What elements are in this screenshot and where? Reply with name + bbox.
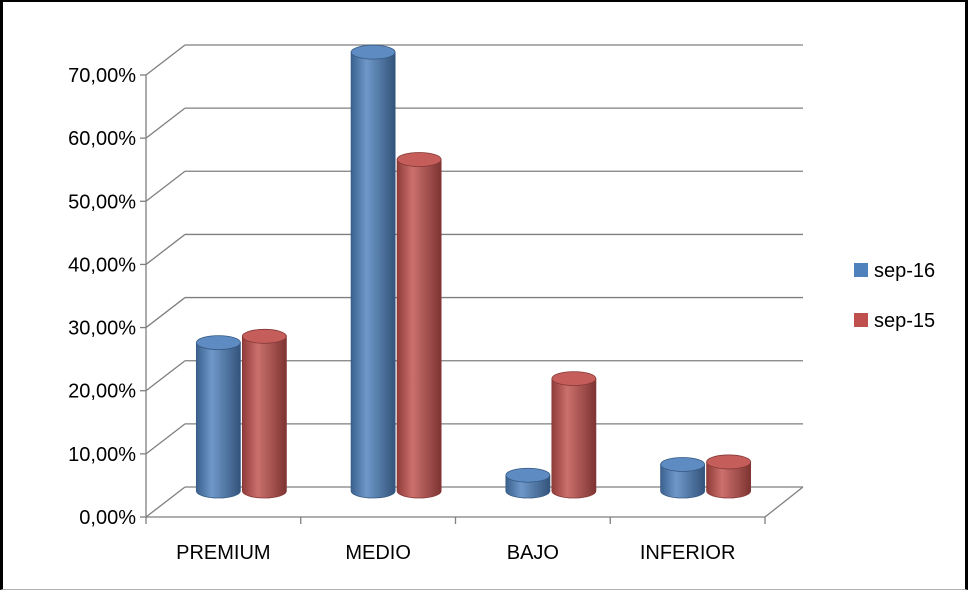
legend-label-sep-15: sep-15 xyxy=(874,310,935,332)
bar-sep-15-MEDIO xyxy=(396,159,442,499)
bar-top-sep-16-MEDIO xyxy=(350,44,396,60)
gridline-diagonal xyxy=(145,360,186,392)
y-tick-label: 50,00% xyxy=(68,191,136,213)
gridline-diagonal xyxy=(145,107,186,139)
floor-right-edge xyxy=(764,486,804,518)
x-category-label: BAJO xyxy=(507,542,559,564)
y-tick-label: 0,00% xyxy=(79,507,136,529)
legend-label-sep-16: sep-16 xyxy=(874,260,935,282)
bar-top-sep-15-INFERIOR xyxy=(706,454,752,470)
bar-sep-15-PREMIUM xyxy=(241,335,287,499)
legend-swatch-sep-16 xyxy=(854,263,868,277)
gridline-diagonal xyxy=(145,233,186,265)
gridline-diagonal xyxy=(145,44,186,76)
bar-sep-16-INFERIOR xyxy=(660,464,706,499)
bar-top-sep-15-PREMIUM xyxy=(241,328,287,344)
bar-top-sep-16-BAJO xyxy=(505,467,551,483)
gridline-diagonal xyxy=(145,486,186,518)
y-tick-label: 10,00% xyxy=(68,444,136,466)
x-category-label: MEDIO xyxy=(345,542,411,564)
bar-top-sep-16-INFERIOR xyxy=(660,457,706,472)
bar-top-sep-16-PREMIUM xyxy=(195,335,241,351)
bar-sep-15-BAJO xyxy=(551,378,597,499)
y-tick-label: 70,00% xyxy=(68,65,136,87)
gridline-diagonal xyxy=(145,297,186,329)
bar-sep-16-PREMIUM xyxy=(195,342,241,499)
legend-swatch-sep-15 xyxy=(854,313,868,327)
bar-top-sep-15-MEDIO xyxy=(396,152,442,167)
y-tick-label: 30,00% xyxy=(68,318,136,340)
x-category-label: INFERIOR xyxy=(640,542,736,564)
gridline-diagonal xyxy=(145,423,186,455)
bar-sep-16-MEDIO xyxy=(350,51,396,499)
y-tick-label: 20,00% xyxy=(68,381,136,403)
gridline-diagonal xyxy=(145,170,186,202)
bar-top-sep-15-BAJO xyxy=(551,371,597,387)
bar-sep-15-INFERIOR xyxy=(706,461,752,499)
y-tick-label: 40,00% xyxy=(68,254,136,276)
x-category-label: PREMIUM xyxy=(176,542,270,564)
y-tick-label: 60,00% xyxy=(68,128,136,150)
bar-chart: 0,00% 10,00% 20,00% 30,00% 40,00% 50,00% 60,00… xyxy=(68,44,935,564)
